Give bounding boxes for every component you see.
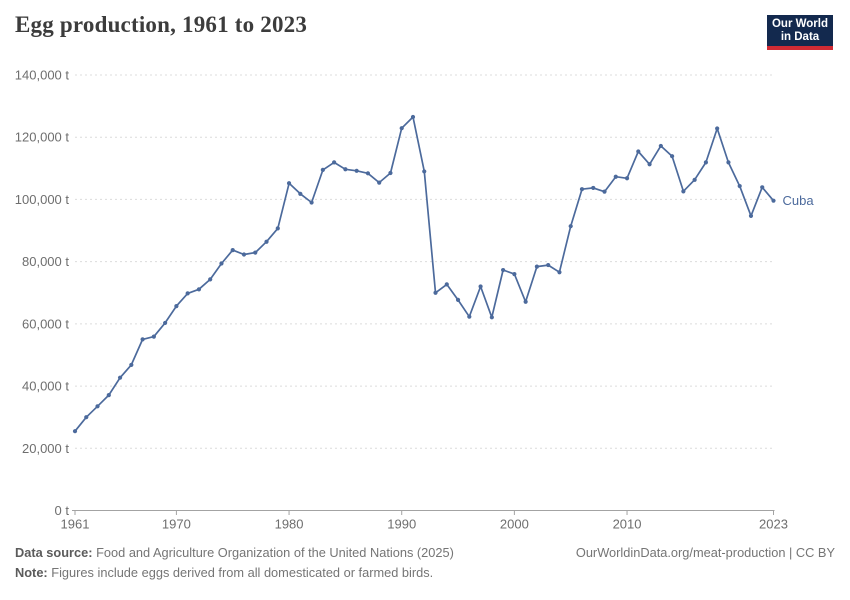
x-tick-label-2000: 2000 — [500, 517, 529, 532]
data-point-2013[interactable] — [658, 143, 663, 149]
data-point-1965[interactable] — [117, 375, 123, 380]
data-point-2009[interactable] — [613, 174, 618, 179]
data-point-1994[interactable] — [444, 282, 449, 287]
x-tick-label-2023: 2023 — [759, 517, 788, 532]
data-point-1995[interactable] — [455, 297, 461, 303]
data-point-1962[interactable] — [84, 415, 89, 420]
y-tick-label-140000: 140,000 t — [15, 68, 70, 83]
data-point-2014[interactable] — [670, 154, 675, 159]
data-point-1971[interactable] — [185, 291, 190, 296]
note-text: Figures include eggs derived from all do… — [51, 565, 434, 580]
data-point-1989[interactable] — [388, 170, 393, 176]
chart-title: Egg production, 1961 to 2023 — [15, 12, 308, 37]
data-point-2003[interactable] — [546, 262, 551, 268]
y-tick-label-0: 0 t — [55, 503, 70, 518]
series-line-cuba[interactable] — [74, 116, 775, 432]
data-point-2006[interactable] — [579, 187, 585, 192]
data-point-2004[interactable] — [557, 270, 562, 275]
data-point-1977[interactable] — [253, 250, 258, 255]
data-point-2011[interactable] — [636, 149, 641, 154]
data-point-1972[interactable] — [196, 287, 202, 292]
data-point-1969[interactable] — [163, 320, 168, 326]
data-point-2005[interactable] — [568, 224, 573, 229]
data-point-1976[interactable] — [241, 252, 247, 257]
note-line: Note: Figures include eggs derived from … — [15, 565, 433, 580]
data-point-1985[interactable] — [343, 167, 348, 172]
data-point-2023[interactable] — [771, 198, 776, 203]
x-tick-label-2010: 2010 — [613, 517, 642, 532]
note-label: Note: — [15, 565, 48, 580]
data-point-2022[interactable] — [760, 185, 765, 190]
data-point-2016[interactable] — [692, 177, 697, 182]
data-point-1998[interactable] — [489, 315, 494, 320]
data-point-2020[interactable] — [737, 183, 742, 189]
data-source-line: Data source: Food and Agriculture Organi… — [15, 543, 454, 563]
data-point-2010[interactable] — [624, 176, 630, 181]
data-point-2008[interactable] — [602, 189, 607, 194]
data-source-label: Data source: — [15, 545, 93, 560]
owid-logo[interactable]: Our World in Data — [767, 15, 833, 50]
data-point-2018[interactable] — [715, 126, 720, 131]
y-tick-label-60000: 60,000 t — [22, 316, 69, 331]
data-point-1974[interactable] — [219, 261, 224, 266]
y-tick-label-20000: 20,000 t — [22, 441, 69, 456]
data-point-2012[interactable] — [647, 162, 652, 167]
data-point-1970[interactable] — [174, 304, 179, 309]
data-point-2007[interactable] — [591, 185, 596, 191]
data-point-2021[interactable] — [748, 213, 754, 219]
data-point-2015[interactable] — [681, 189, 686, 194]
data-point-1979[interactable] — [275, 226, 280, 231]
x-tick-label-1980: 1980 — [275, 517, 304, 532]
data-point-1996[interactable] — [467, 314, 472, 319]
data-point-1973[interactable] — [208, 277, 213, 282]
data-point-1968[interactable] — [151, 334, 156, 339]
data-source-text: Food and Agriculture Organization of the… — [96, 545, 454, 560]
data-point-1988[interactable] — [377, 180, 382, 185]
x-tick-label-1970: 1970 — [162, 517, 191, 532]
data-point-1967[interactable] — [140, 337, 145, 342]
y-tick-label-120000: 120,000 t — [15, 130, 70, 145]
data-point-2002[interactable] — [534, 264, 540, 269]
y-tick-label-100000: 100,000 t — [15, 192, 70, 207]
data-point-1978[interactable] — [264, 239, 269, 244]
entity-label-cuba[interactable]: Cuba — [783, 193, 815, 208]
x-tick-label-1990: 1990 — [387, 517, 416, 532]
data-point-1992[interactable] — [422, 169, 427, 174]
data-point-1963[interactable] — [95, 404, 100, 409]
data-point-1966[interactable] — [129, 362, 134, 368]
owid-logo-line2: in Data — [780, 30, 820, 43]
data-point-1964[interactable] — [106, 392, 111, 398]
data-point-1987[interactable] — [365, 171, 371, 176]
data-point-1993[interactable] — [433, 290, 438, 295]
data-point-1983[interactable] — [320, 167, 325, 172]
data-point-1999[interactable] — [501, 267, 506, 273]
x-tick-label-1961: 1961 — [61, 517, 90, 532]
data-point-2000[interactable] — [512, 271, 517, 277]
chart-footer: Data source: Food and Agriculture Organi… — [15, 543, 835, 583]
data-point-1991[interactable] — [410, 114, 416, 120]
data-point-1984[interactable] — [332, 160, 337, 165]
footer-link[interactable]: OurWorldinData.org/meat-production | CC … — [575, 545, 835, 560]
data-point-1975[interactable] — [230, 248, 235, 253]
data-point-1990[interactable] — [399, 126, 404, 131]
owid-logo-line1: Our World — [771, 17, 828, 30]
y-tick-label-80000: 80,000 t — [22, 254, 69, 269]
data-point-1982[interactable] — [309, 200, 314, 205]
y-tick-label-40000: 40,000 t — [22, 379, 69, 394]
data-point-1961[interactable] — [72, 429, 78, 434]
data-point-2019[interactable] — [726, 160, 731, 165]
data-point-1981[interactable] — [298, 191, 303, 196]
data-point-1986[interactable] — [354, 168, 359, 173]
data-point-2001[interactable] — [523, 299, 528, 304]
data-point-1997[interactable] — [478, 284, 483, 289]
owid-logo-accent-bar — [767, 46, 833, 50]
data-point-2017[interactable] — [703, 160, 709, 165]
data-point-1980[interactable] — [286, 181, 292, 186]
